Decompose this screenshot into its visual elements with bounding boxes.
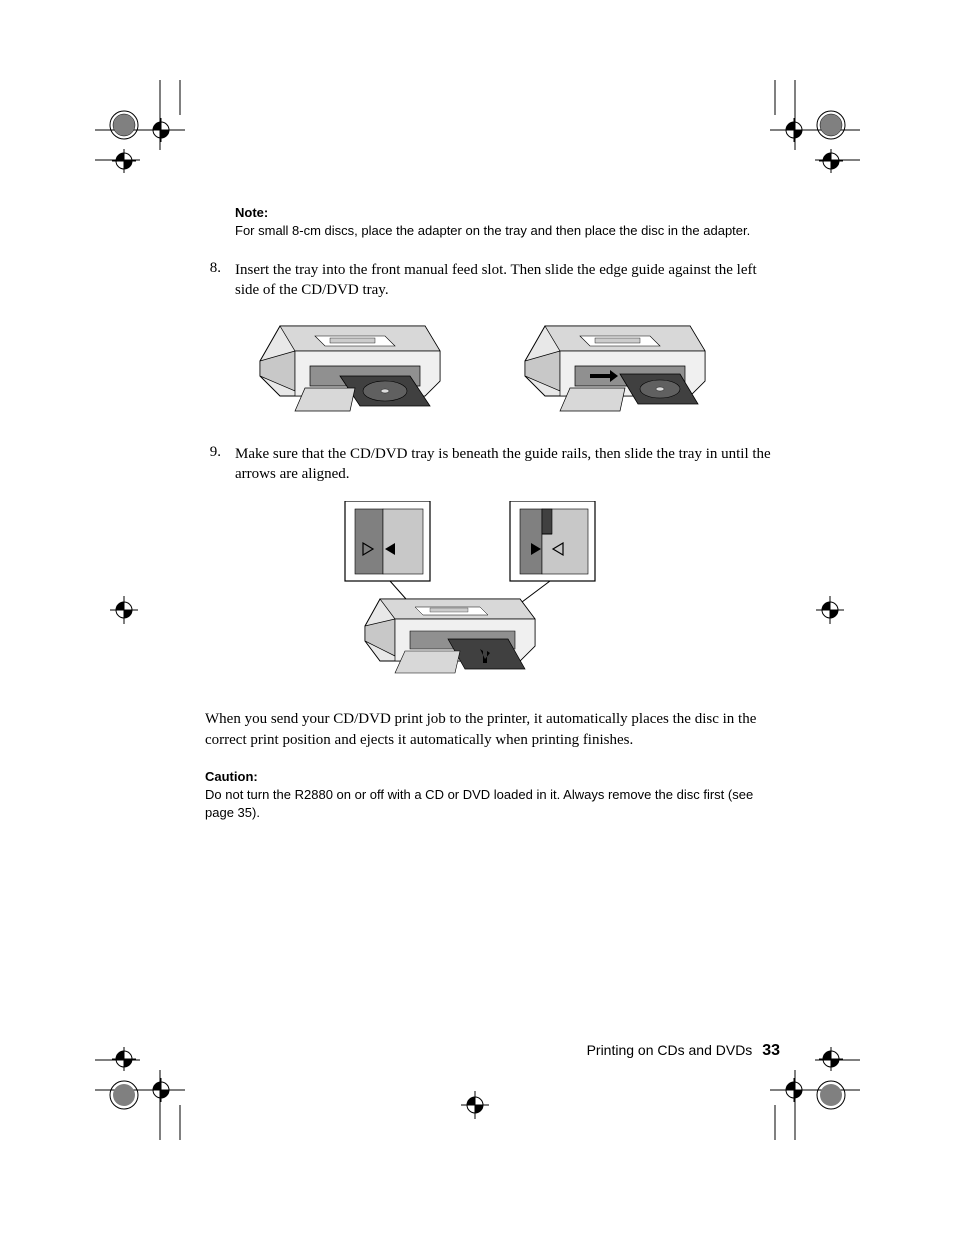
step-8: 8. Insert the tray into the front manual…: [205, 260, 780, 301]
crop-mark-bot-right: [750, 1020, 860, 1140]
crop-mark-bot-center: [450, 1085, 500, 1125]
printer-figure-1: [255, 316, 450, 416]
caution-block: Caution: Do not turn the R2880 on or off…: [205, 769, 780, 822]
caution-title: Caution:: [205, 769, 780, 784]
crop-mark-top-right: [750, 80, 860, 200]
body-paragraph: When you send your CD/DVD print job to t…: [205, 709, 780, 751]
page-content: Note: For small 8-cm discs, place the ad…: [205, 205, 780, 842]
step-8-num: 8.: [205, 260, 235, 301]
note-block: Note: For small 8-cm discs, place the ad…: [235, 205, 780, 240]
footer-page-num: 33: [762, 1042, 780, 1059]
step-8-text: Insert the tray into the front manual fe…: [235, 260, 780, 301]
step-9: 9. Make sure that the CD/DVD tray is ben…: [205, 444, 780, 485]
note-text: For small 8-cm discs, place the adapter …: [235, 222, 780, 240]
caution-text: Do not turn the R2880 on or off with a C…: [205, 786, 780, 822]
printer-figure-2: [520, 316, 715, 416]
figure-arrows-aligned: [335, 501, 780, 681]
step-9-num: 9.: [205, 444, 235, 485]
footer-section: Printing on CDs and DVDs: [587, 1042, 753, 1058]
crop-mark-mid-right: [805, 590, 855, 630]
crop-mark-top-left: [95, 80, 205, 200]
step-9-text: Make sure that the CD/DVD tray is beneat…: [235, 444, 780, 485]
note-title: Note:: [235, 205, 780, 220]
figure-row-printers: [255, 316, 780, 416]
page-footer: Printing on CDs and DVDs 33: [205, 1042, 780, 1060]
crop-mark-bot-left: [95, 1020, 205, 1140]
crop-mark-mid-left: [95, 590, 145, 630]
